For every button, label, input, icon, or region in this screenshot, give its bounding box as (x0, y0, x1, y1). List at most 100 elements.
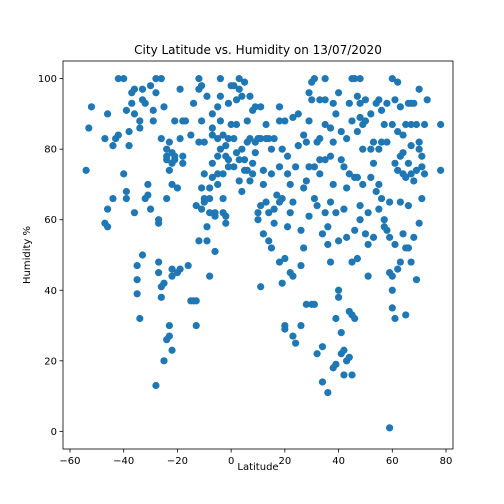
data-point-52 (157, 293, 165, 301)
data-point-85 (187, 131, 195, 139)
data-point-272 (337, 127, 345, 136)
data-point-184 (265, 237, 273, 245)
data-point-187 (267, 244, 276, 252)
data-point-191 (273, 191, 281, 199)
data-point-341 (388, 120, 396, 129)
x-tick-label-4: 20 (278, 456, 291, 467)
data-point-117 (211, 209, 219, 217)
data-point-270 (334, 89, 343, 97)
data-point-389 (423, 96, 431, 104)
data-point-311 (361, 117, 370, 125)
data-point-63 (165, 321, 173, 330)
data-point-358 (399, 149, 407, 157)
data-point-282 (343, 184, 351, 192)
data-point-368 (404, 244, 413, 252)
data-point-97 (198, 184, 206, 192)
data-point-126 (216, 92, 224, 100)
data-point-262 (329, 180, 337, 189)
data-point-6 (103, 205, 112, 213)
data-point-112 (208, 131, 216, 139)
data-point-247 (318, 230, 327, 238)
data-point-218 (297, 321, 305, 330)
data-point-391 (437, 120, 445, 129)
data-point-206 (283, 223, 292, 231)
data-point-387 (420, 120, 429, 129)
data-point-281 (343, 135, 351, 143)
data-point-198 (278, 279, 286, 287)
data-point-337 (386, 198, 394, 206)
data-point-307 (359, 145, 367, 153)
plot-area-frame (62, 60, 454, 450)
data-point-73 (171, 152, 179, 160)
x-tick-label-1: −40 (113, 456, 134, 467)
data-point-320 (369, 159, 378, 167)
data-point-289 (348, 117, 356, 125)
data-point-195 (275, 163, 284, 171)
data-point-160 (246, 135, 254, 143)
data-point-199 (278, 145, 286, 153)
data-point-47 (155, 269, 163, 277)
data-point-192 (275, 258, 284, 266)
data-point-178 (259, 230, 267, 238)
data-point-381 (415, 138, 423, 146)
data-point-82 (181, 117, 190, 125)
data-point-1 (85, 124, 93, 132)
data-point-66 (168, 180, 176, 189)
data-point-101 (200, 194, 208, 203)
data-point-277 (340, 205, 348, 213)
data-point-149 (235, 177, 243, 185)
y-tick-label-3: 60 (44, 215, 57, 226)
data-point-208 (286, 209, 294, 217)
data-point-203 (281, 254, 289, 263)
data-point-161 (246, 92, 254, 100)
data-point-185 (267, 145, 276, 153)
data-point-143 (230, 82, 238, 90)
data-point-110 (208, 173, 216, 181)
data-point-22 (130, 85, 139, 93)
data-point-95 (198, 82, 206, 90)
data-point-55 (160, 357, 168, 365)
data-point-276 (340, 163, 348, 171)
data-point-241 (316, 135, 324, 143)
data-point-245 (318, 343, 327, 351)
data-point-59 (163, 194, 171, 203)
data-point-70 (168, 265, 176, 273)
data-point-153 (238, 92, 246, 100)
data-point-190 (270, 219, 278, 227)
data-point-157 (243, 117, 251, 125)
data-point-227 (305, 117, 313, 125)
data-point-356 (396, 258, 404, 266)
data-point-32 (138, 251, 147, 259)
data-point-61 (165, 138, 173, 146)
data-point-69 (168, 272, 176, 280)
data-point-120 (214, 103, 222, 111)
data-point-219 (297, 226, 305, 234)
data-point-123 (216, 75, 224, 83)
x-tick-label-3: 0 (228, 456, 234, 467)
data-point-302 (356, 99, 364, 107)
data-point-176 (259, 166, 267, 174)
data-point-313 (364, 240, 372, 249)
data-point-260 (329, 99, 337, 107)
data-point-53 (160, 279, 168, 287)
data-point-48 (155, 258, 163, 266)
data-point-350 (394, 127, 402, 136)
data-point-309 (361, 230, 370, 238)
data-point-328 (377, 194, 386, 203)
data-point-345 (391, 96, 399, 104)
data-point-256 (326, 198, 335, 206)
y-tick-label-4: 80 (44, 145, 57, 156)
data-point-215 (292, 163, 300, 171)
data-point-39 (146, 205, 155, 213)
y-axis-label: Humidity % (22, 226, 33, 284)
data-point-357 (399, 131, 407, 139)
data-point-236 (310, 163, 318, 171)
data-point-296 (351, 314, 359, 323)
data-point-252 (321, 209, 329, 217)
data-point-179 (262, 120, 270, 129)
data-point-367 (404, 202, 413, 210)
data-point-62 (165, 166, 173, 174)
data-point-297 (353, 92, 361, 100)
data-point-360 (399, 230, 407, 238)
data-point-331 (380, 216, 388, 224)
